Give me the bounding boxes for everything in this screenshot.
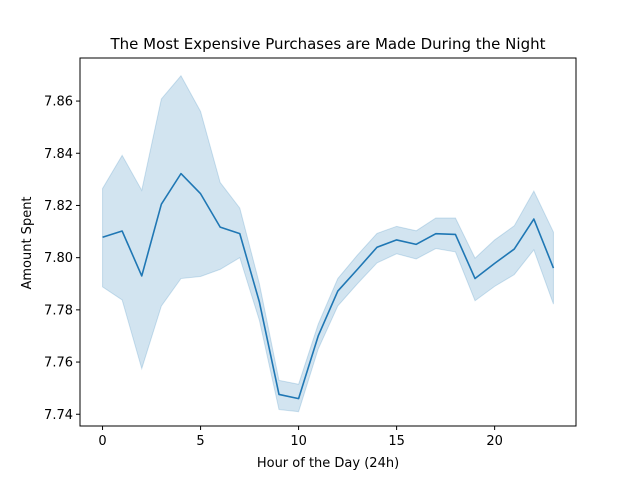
x-tick-label: 20: [486, 434, 503, 449]
data-point: [376, 246, 378, 248]
data-point: [415, 243, 417, 245]
data-point: [200, 193, 202, 195]
axes-frame: [79, 57, 577, 427]
data-point: [160, 203, 162, 205]
plot-area: [102, 74, 555, 413]
data-point: [317, 335, 319, 337]
data-point: [278, 393, 280, 395]
data-point: [513, 248, 515, 250]
y-tick-label: 7.76: [44, 356, 73, 371]
data-point: [356, 268, 358, 270]
y-tick-label: 7.84: [44, 147, 73, 162]
chart-title: The Most Expensive Purchases are Made Du…: [110, 35, 546, 53]
data-point: [435, 233, 437, 235]
y-axis-label: Amount Spent: [20, 196, 35, 289]
data-point: [258, 301, 260, 303]
data-point: [121, 230, 123, 232]
x-axis-label: Hour of the Day (24h): [257, 456, 399, 471]
data-point: [474, 278, 476, 280]
x-tick-label: 0: [98, 434, 106, 449]
data-point: [298, 398, 300, 400]
data-point: [141, 275, 143, 277]
data-point: [533, 218, 535, 220]
x-tick-label: 10: [290, 434, 307, 449]
x-axis: 0 5 10 15 20: [98, 426, 503, 449]
y-tick-label: 7.74: [44, 408, 73, 423]
data-point: [180, 173, 182, 175]
data-point: [239, 233, 241, 235]
y-axis: 7.74 7.76 7.78 7.80 7.82 7.84 7.86: [44, 95, 80, 423]
y-tick-label: 7.86: [44, 95, 73, 110]
data-point: [219, 226, 221, 228]
y-tick-label: 7.80: [44, 251, 73, 266]
y-tick-label: 7.82: [44, 199, 73, 214]
x-tick-label: 5: [196, 434, 204, 449]
data-point: [337, 290, 339, 292]
series-line: [102, 172, 555, 400]
confidence-band: [102, 74, 554, 413]
y-tick-label: 7.78: [44, 303, 73, 318]
data-point: [102, 236, 104, 238]
data-point: [396, 239, 398, 241]
data-point: [494, 262, 496, 264]
x-tick-label: 15: [388, 434, 405, 449]
data-point: [552, 267, 554, 269]
data-point: [454, 233, 456, 235]
